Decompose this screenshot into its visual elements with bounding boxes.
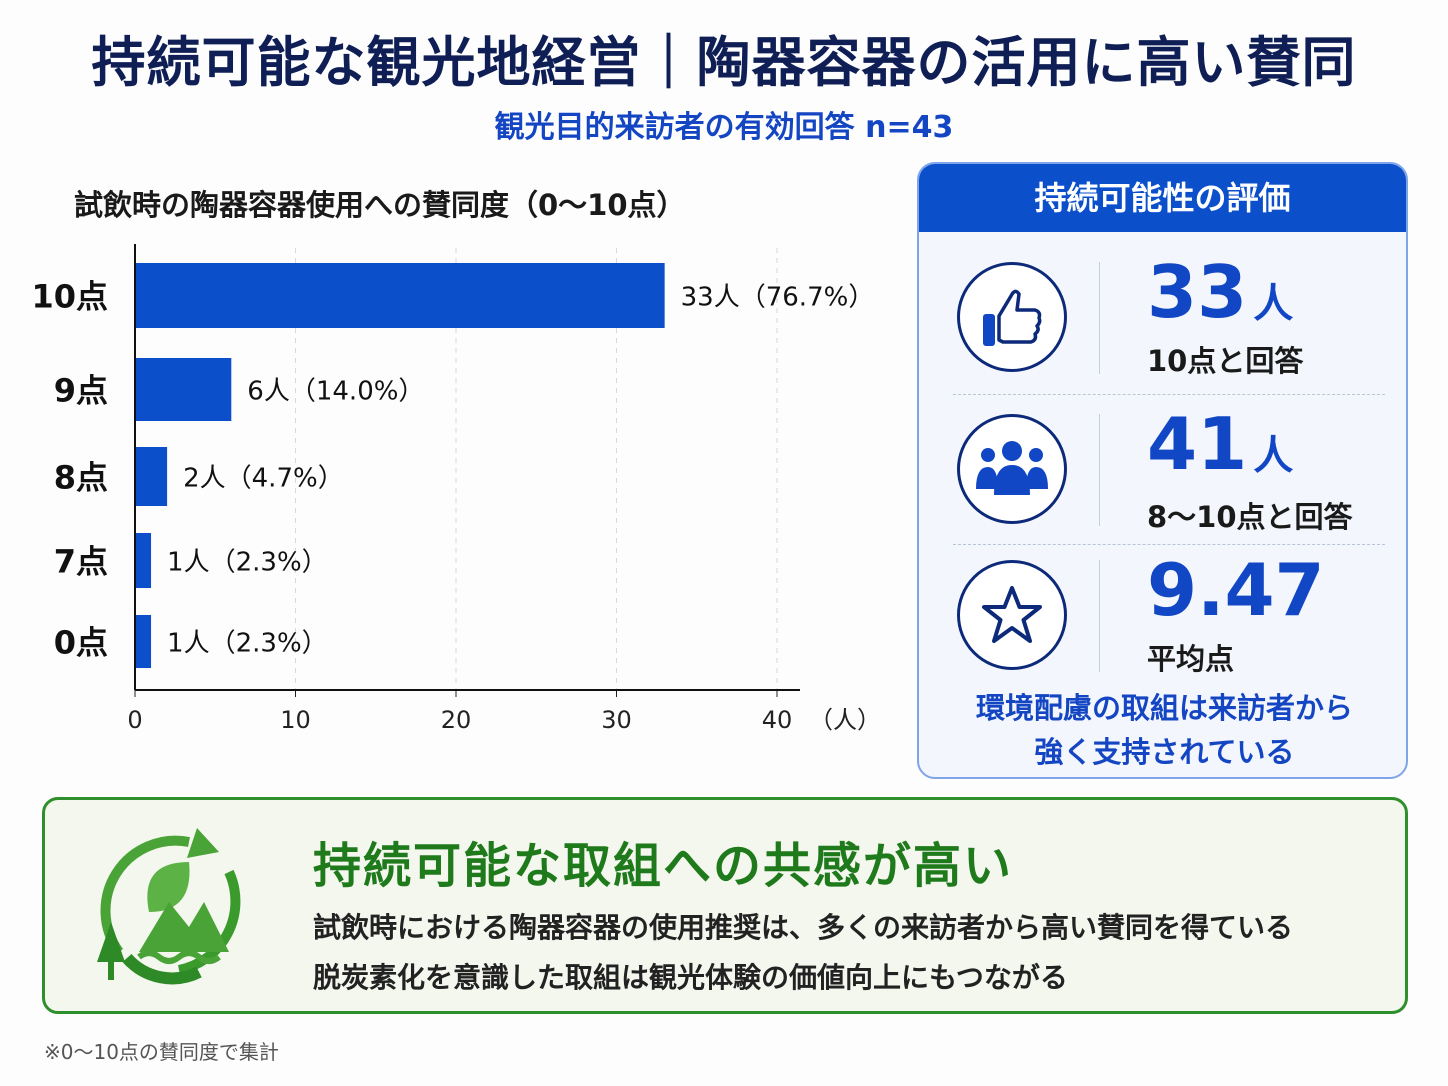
callout-title: 持続可能な取組への共感が高い xyxy=(313,838,1014,894)
x-tick-label: 40 xyxy=(762,706,793,734)
bar xyxy=(135,533,152,588)
stat-top-score: 33 人 10点と回答 xyxy=(919,250,1406,412)
data-label: 33人（76.7%） xyxy=(681,283,875,313)
y-tick-label: 0点 xyxy=(54,624,108,662)
eco-cycle-icon xyxy=(97,828,241,985)
panel-title: 持続可能性の評価 xyxy=(919,164,1406,232)
callout-box: 持続可能な取組への共感が高い 試飲時における陶器容器の使用推奨は、多くの来訪者か… xyxy=(42,797,1408,1014)
sustainability-panel: 持続可能性の評価 33 人 10点と回答 41 人 8〜10点と回答 9.47 平均… xyxy=(917,162,1408,779)
star-icon xyxy=(957,560,1067,670)
data-label: 1人（2.3%） xyxy=(167,548,328,578)
x-tick-label: 0 xyxy=(127,706,142,734)
bar xyxy=(135,447,168,506)
data-label: 1人（2.3%） xyxy=(167,629,328,659)
callout-line: 脱炭素化を意識した取組は観光体験の価値向上にもつながる xyxy=(313,961,1068,994)
stat-label: 10点と回答 xyxy=(1147,344,1304,378)
bar-chart: 0 10 20 30 40 （人） 10点 33人（76.7%） 9点 6人（14.0%） 8点 2人… xyxy=(31,244,881,734)
divider xyxy=(1099,414,1100,526)
panel-message-line: 環境配慮の取組は来訪者から xyxy=(975,691,1353,725)
data-label: 6人（14.0%） xyxy=(247,377,424,407)
x-tick-label: 20 xyxy=(441,706,472,734)
y-tick-label: 10点 xyxy=(31,278,108,316)
x-tick-label: 30 xyxy=(601,706,632,734)
footnote: ※0〜10点の賛同度で集計 xyxy=(44,1040,279,1064)
chart-title: 試飲時の陶器容器使用への賛同度（0〜10点） xyxy=(74,188,686,222)
bar xyxy=(135,358,232,421)
divider xyxy=(1099,560,1100,672)
data-label: 2人（4.7%） xyxy=(183,464,344,494)
callout-line: 試飲時における陶器容器の使用推奨は、多くの来訪者から高い賛同を得ている xyxy=(313,911,1294,944)
divider xyxy=(1099,262,1100,374)
stat-high-score: 41 人 8〜10点と回答 xyxy=(919,402,1406,564)
stat-value: 41 人 xyxy=(1147,402,1294,486)
x-tick-label: 10 xyxy=(280,706,311,734)
bar xyxy=(135,615,152,668)
stat-value: 33 人 xyxy=(1147,250,1294,334)
panel-message-line: 強く支持されている xyxy=(1034,735,1295,769)
page-title: 持続可能な観光地経営｜陶器容器の活用に高い賛同 xyxy=(91,31,1357,94)
y-tick-label: 7点 xyxy=(54,543,108,581)
thumbs-up-icon xyxy=(957,262,1067,372)
divider xyxy=(953,544,1385,545)
panel-message: 環境配慮の取組は来訪者から 強く支持されている xyxy=(919,686,1406,774)
stat-label: 平均点 xyxy=(1147,642,1235,676)
stat-value: 9.47 xyxy=(1147,548,1325,632)
page-subtitle: 観光目的来訪者の有効回答 n=43 xyxy=(494,110,954,145)
stat-label: 8〜10点と回答 xyxy=(1147,500,1353,534)
y-tick-label: 9点 xyxy=(54,372,108,410)
y-tick-label: 8点 xyxy=(54,459,108,497)
x-axis-label: （人） xyxy=(809,706,881,734)
divider xyxy=(953,394,1385,395)
bar xyxy=(135,263,665,328)
stat-average: 9.47 平均点 xyxy=(919,548,1406,710)
group-icon xyxy=(957,414,1067,524)
